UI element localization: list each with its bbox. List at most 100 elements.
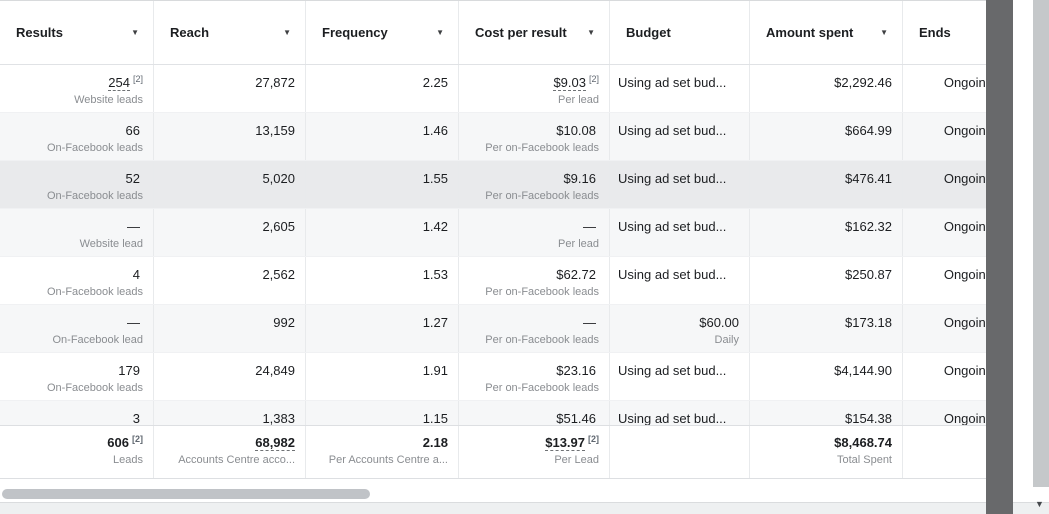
cell-value: 52	[125, 171, 140, 186]
column-header-label: Results	[16, 25, 63, 40]
scroll-down-button[interactable]: ▼	[1030, 497, 1049, 512]
ends-cell: Ongoing	[903, 257, 1003, 304]
budget-cell: $60.00 Daily	[610, 305, 750, 352]
footer-budget-cell	[610, 426, 750, 478]
amount-spent-cell: $664.99	[750, 113, 903, 160]
footnote-badge: [2]	[588, 74, 599, 84]
cell-value: $664.99	[845, 123, 892, 138]
table-row[interactable]: — On-Facebook lead 992 1.27 — Per on-Fac…	[0, 305, 1003, 353]
cost-per-result-cell: $62.72 Per on-Facebook leads	[459, 257, 610, 304]
horizontal-scrollbar-thumb[interactable]	[2, 489, 370, 499]
column-header-frequency[interactable]: Frequency ▼	[306, 1, 459, 64]
footer-cost-cell: $13.97 [2] Per Lead	[459, 426, 610, 478]
reach-cell: 27,872	[154, 65, 306, 112]
cell-value: Using ad set bud...	[618, 171, 727, 186]
table-row[interactable]: 4 On-Facebook leads 2,562 1.53 $62.72 Pe…	[0, 257, 1003, 305]
column-header-budget[interactable]: Budget	[610, 1, 750, 64]
ends-cell: Ongoing	[903, 65, 1003, 112]
vertical-scrollbar-overlay[interactable]	[986, 0, 1013, 514]
amount-spent-cell: $162.32	[750, 209, 903, 256]
caret-down-icon[interactable]: ▼	[283, 27, 291, 37]
footnote-badge: [2]	[132, 74, 143, 84]
cell-value: Ongoing	[943, 219, 993, 234]
cell-sublabel: Per on-Facebook leads	[485, 190, 599, 202]
cell-value: Ongoing	[943, 267, 993, 282]
caret-down-icon[interactable]: ▼	[131, 27, 139, 37]
cell-value: $173.18	[845, 315, 892, 330]
table-row[interactable]: — Website lead 2,605 1.42 — Per lead Usi…	[0, 209, 1003, 257]
column-header-results[interactable]: Results ▼	[0, 1, 154, 64]
cost-per-result-cell: $23.16 Per on-Facebook leads	[459, 353, 610, 400]
cell-value: 179	[118, 363, 140, 378]
caret-down-icon[interactable]: ▼	[587, 27, 595, 37]
reach-cell: 1,383	[154, 401, 306, 425]
ends-cell: Ongoing	[903, 353, 1003, 400]
budget-cell: Using ad set bud...	[610, 65, 750, 112]
column-header-label: Amount spent	[766, 25, 854, 40]
vertical-scrollbar-track[interactable]	[1033, 0, 1049, 487]
cell-value: 27,872	[255, 75, 295, 90]
column-header-ends[interactable]: Ends	[903, 1, 1003, 64]
reach-cell: 24,849	[154, 353, 306, 400]
cell-value: $13.97 [2]	[545, 434, 599, 451]
amount-spent-cell: $250.87	[750, 257, 903, 304]
bottom-scrollbar-strip	[0, 502, 1049, 514]
cell-sublabel: Total Spent	[836, 454, 892, 466]
caret-down-icon: ▼	[1035, 499, 1044, 509]
cell-value: Using ad set bud...	[618, 267, 727, 282]
table-row[interactable]: 254 [2] Website leads 27,872 2.25 $9.03 [2…	[0, 65, 1003, 113]
table-row[interactable]: 66 On-Facebook leads 13,159 1.46 $10.08 …	[0, 113, 1003, 161]
ends-cell: Ongoing	[903, 305, 1003, 352]
cell-value: Ongoing	[943, 75, 993, 90]
table-body: 254 [2] Website leads 27,872 2.25 $9.03 [2…	[0, 65, 1003, 425]
cell-value: Using ad set bud...	[618, 363, 727, 378]
cell-value: Using ad set bud...	[618, 75, 727, 90]
cell-value: 2.25	[422, 75, 448, 90]
caret-down-icon[interactable]: ▼	[436, 27, 444, 37]
cell-value: 254 [2]	[108, 74, 143, 91]
cell-sublabel: On-Facebook leads	[47, 286, 143, 298]
cell-value: 1.46	[422, 123, 448, 138]
budget-cell: Using ad set bud...	[610, 353, 750, 400]
amount-spent-cell: $2,292.46	[750, 65, 903, 112]
caret-down-icon[interactable]: ▼	[880, 27, 888, 37]
table-row[interactable]: 52 On-Facebook leads 5,020 1.55 $9.16 Pe…	[0, 161, 1003, 209]
cell-sublabel: Per on-Facebook leads	[485, 142, 599, 154]
footer-results-cell: 606 [2] Leads	[0, 426, 154, 478]
cell-value: Using ad set bud...	[618, 411, 727, 425]
cell-value: $23.16	[556, 363, 596, 378]
column-header-reach[interactable]: Reach ▼	[154, 1, 306, 64]
cell-value: $9.16	[563, 171, 596, 186]
reach-cell: 13,159	[154, 113, 306, 160]
table-row[interactable]: 179 On-Facebook leads 24,849 1.91 $23.16…	[0, 353, 1003, 401]
cell-value: Ongoing	[943, 171, 993, 186]
cell-sublabel: Per lead	[558, 94, 599, 106]
results-cell: 179 On-Facebook leads	[0, 353, 154, 400]
amount-spent-cell: $173.18	[750, 305, 903, 352]
budget-cell: Using ad set bud...	[610, 257, 750, 304]
column-header-label: Cost per result	[475, 25, 567, 40]
cell-sublabel: Website lead	[79, 238, 143, 250]
ends-cell: Ongoing	[903, 401, 1003, 425]
cell-value: $2,292.46	[834, 75, 892, 90]
results-cell: 254 [2] Website leads	[0, 65, 154, 112]
cell-value: 4	[132, 267, 140, 282]
column-header-cost-per-result[interactable]: Cost per result ▼	[459, 1, 610, 64]
cell-value: 3	[132, 411, 140, 425]
reach-cell: 5,020	[154, 161, 306, 208]
cell-value: —	[127, 219, 140, 234]
footer-reach-cell: 68,982 Accounts Centre acco...	[154, 426, 306, 478]
cost-per-result-cell: $51.46	[459, 401, 610, 425]
column-header-label: Reach	[170, 25, 210, 40]
cell-value: Using ad set bud...	[618, 219, 727, 234]
amount-spent-cell: $154.38	[750, 401, 903, 425]
cost-per-result-cell: $10.08 Per on-Facebook leads	[459, 113, 610, 160]
frequency-cell: 1.15	[306, 401, 459, 425]
budget-cell: Using ad set bud...	[610, 401, 750, 425]
table-row[interactable]: 3 1,383 1.15 $51.46 Using ad set bud... …	[0, 401, 1003, 425]
cell-value: $9.03 [2]	[553, 74, 599, 91]
reach-cell: 2,562	[154, 257, 306, 304]
column-header-amount-spent[interactable]: Amount spent ▼	[750, 1, 903, 64]
results-cell: 66 On-Facebook leads	[0, 113, 154, 160]
results-cell: 52 On-Facebook leads	[0, 161, 154, 208]
